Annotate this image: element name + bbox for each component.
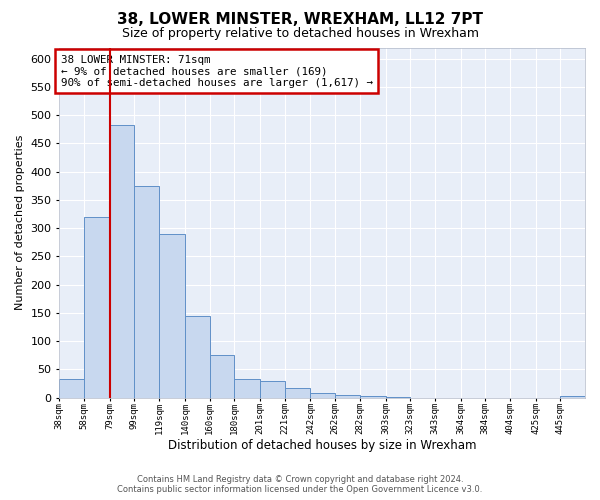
Text: Size of property relative to detached houses in Wrexham: Size of property relative to detached ho… [121, 28, 479, 40]
Bar [84, 217, 110, 398]
Bar [134, 186, 159, 398]
Bar [335, 394, 360, 398]
Bar [59, 380, 84, 398]
Bar [284, 388, 310, 398]
Bar [159, 234, 185, 398]
Bar [110, 126, 134, 398]
Text: 38 LOWER MINSTER: 71sqm
← 9% of detached houses are smaller (169)
90% of semi-de: 38 LOWER MINSTER: 71sqm ← 9% of detached… [61, 55, 373, 88]
Bar [260, 381, 284, 398]
Text: Contains HM Land Registry data © Crown copyright and database right 2024.
Contai: Contains HM Land Registry data © Crown c… [118, 474, 482, 494]
Bar [360, 396, 386, 398]
Text: 38, LOWER MINSTER, WREXHAM, LL12 7PT: 38, LOWER MINSTER, WREXHAM, LL12 7PT [117, 12, 483, 28]
Bar [386, 397, 410, 398]
Bar [234, 380, 260, 398]
Y-axis label: Number of detached properties: Number of detached properties [15, 135, 25, 310]
Bar [185, 316, 209, 398]
Bar [310, 393, 335, 398]
X-axis label: Distribution of detached houses by size in Wrexham: Distribution of detached houses by size … [168, 440, 476, 452]
Bar [560, 396, 585, 398]
Bar [209, 354, 234, 398]
